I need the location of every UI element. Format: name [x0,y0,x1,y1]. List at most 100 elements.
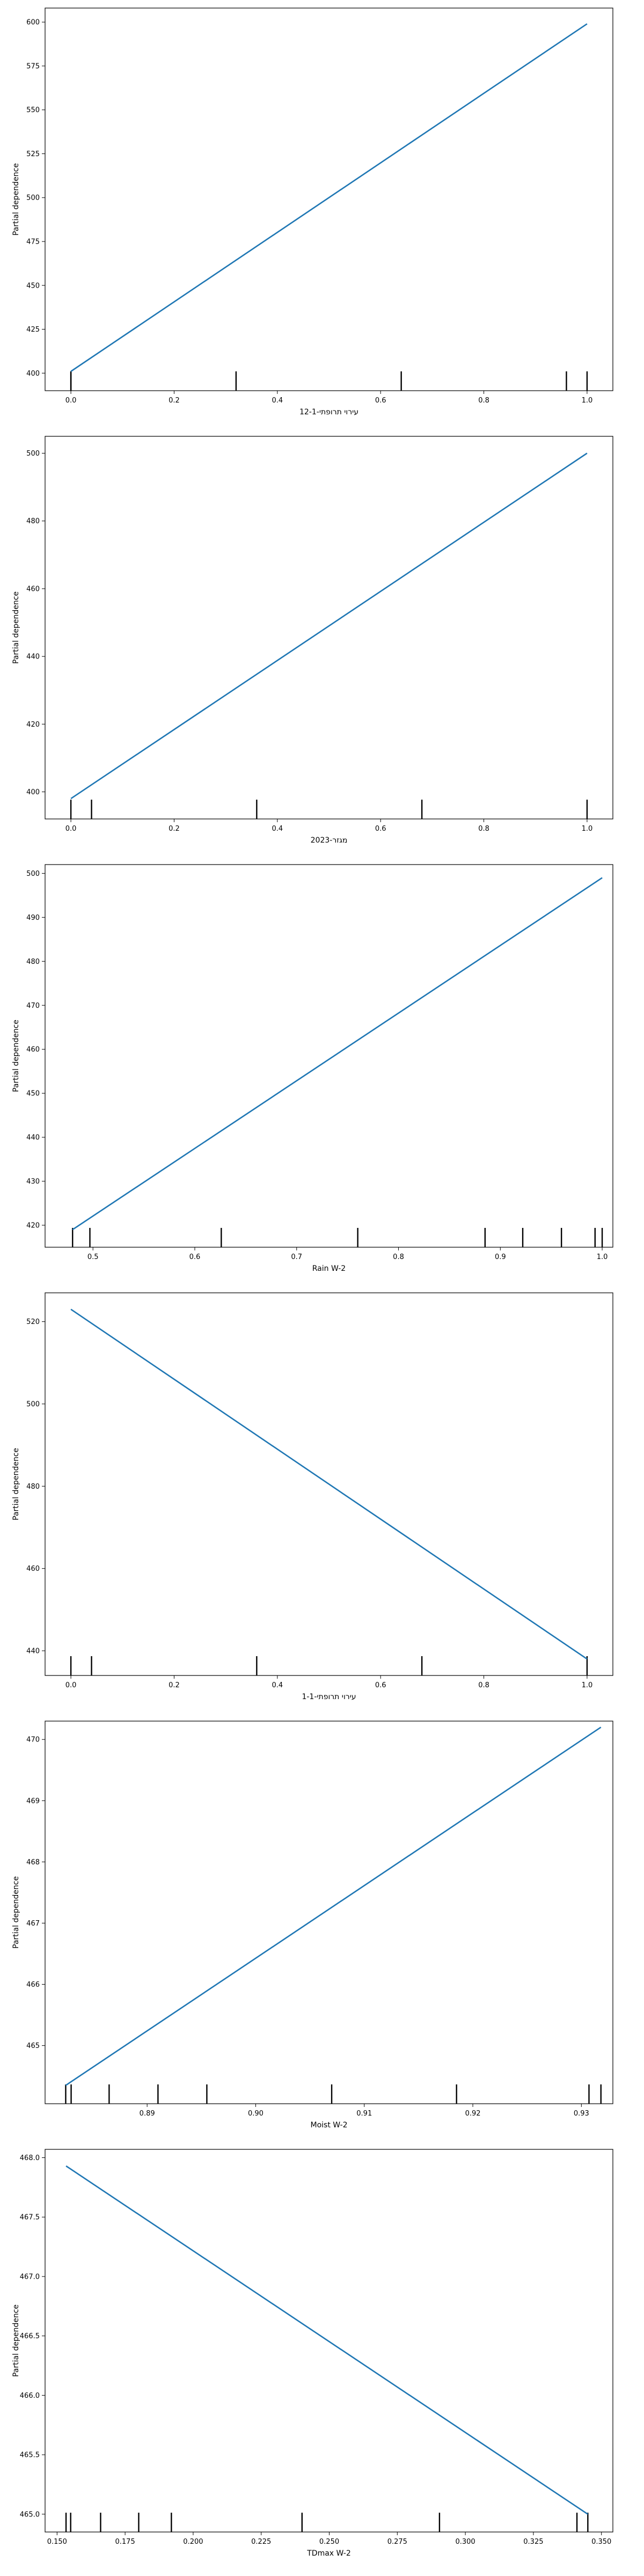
y-tick-label: 425 [26,326,40,334]
y-tick-label: 480 [26,517,40,525]
x-tick-label: 0.250 [319,2538,339,2546]
partial-dependence-line [65,2165,589,2515]
y-tick-label: 480 [26,958,40,966]
x-tick-label: 0.2 [169,397,180,405]
pd-panel-3: 0.5 0.6 0.7 0.8 0.9 1.0 420 430 440 450 460 470 480 4… [12,864,613,1273]
x-tick-label: 0.225 [251,2538,271,2546]
x-tick-label: 0.89 [140,2110,155,2118]
x-tick-label: 0.275 [387,2538,407,2546]
x-axis-label: Rain W-2 [312,1264,346,1273]
pd-panel-5: 0.89 0.90 0.91 0.92 0.93 465 466 467 468 469 470 Mo… [12,1721,613,2129]
x-tick-label: 0.6 [375,1681,386,1689]
y-axis-label: Partial dependence [12,163,20,236]
pd-panel-1: 0.0 0.2 0.4 0.6 0.8 1.0 400 425 450 475 500 525 550 5… [12,8,613,416]
x-tick-label: 0.6 [189,1253,201,1261]
x-tick-label: 0.0 [65,825,77,833]
x-tick-label: 0.90 [248,2110,264,2118]
x-tick-label: 0.300 [455,2538,475,2546]
x-tick-label: 0.5 [87,1253,99,1261]
x-tick-label: 1.0 [582,825,593,833]
y-tick-label: 466 [26,1981,40,1989]
x-tick-label: 1.0 [582,397,593,405]
plot-frame [45,864,613,1248]
x-tick-label: 0.175 [115,2538,135,2546]
partial-dependence-line [70,1308,588,1660]
y-tick-label: 469 [26,1797,40,1805]
y-tick-label: 500 [26,1401,40,1409]
y-tick-label: 467.0 [20,2273,40,2281]
x-tick-label: 0.0 [65,397,77,405]
y-tick-label: 480 [26,1483,40,1491]
y-tick-label: 467.5 [20,2214,40,2222]
x-axis-label: Moist W-2 [310,2121,347,2129]
y-tick-label: 467 [26,1920,40,1928]
pd-panel-4: 0.0 0.2 0.4 0.6 0.8 1.0 440 460 480 500 520 עירוי ת… [12,1292,613,1701]
y-tick-label: 475 [26,238,40,246]
x-tick-label: 0.4 [272,825,283,833]
x-tick-label: 0.7 [291,1253,302,1261]
y-tick-label: 465 [26,2042,40,2050]
x-tick-label: 0.6 [375,825,386,833]
x-axis-label: עירוי תרופתי-1-1 [302,1693,356,1701]
y-tick-label: 400 [26,370,40,378]
y-axis-label: Partial dependence [12,591,20,664]
y-tick-label: 490 [26,914,40,922]
plot-frame [45,8,613,391]
x-tick-label: 0.200 [183,2538,203,2546]
y-tick-label: 468 [26,1858,40,1867]
x-tick-label: 0.8 [478,825,489,833]
partial-dependence-line [70,452,588,800]
x-tick-label: 1.0 [582,1681,593,1689]
y-tick-label: 470 [26,1002,40,1010]
pd-panel-6: 0.150 0.175 0.200 0.225 0.250 0.275 0.300 0.325… [12,2149,613,2558]
y-tick-label: 500 [26,450,40,458]
x-tick-label: 0.2 [169,825,180,833]
y-tick-label: 500 [26,194,40,202]
x-axis-label: עירוי תרופתי-12-1 [299,408,358,416]
y-axis-label: Partial dependence [12,1448,20,1520]
y-tick-label: 575 [26,62,40,70]
plot-frame [45,1292,613,1676]
x-tick-label: 0.325 [523,2538,543,2546]
plot-frame [45,1721,613,2104]
x-tick-label: 0.150 [47,2538,67,2546]
x-tick-label: 1.0 [597,1253,608,1261]
y-tick-label: 465.5 [20,2451,40,2460]
y-axis-label: Partial dependence [12,1020,20,1092]
x-tick-label: 0.6 [375,397,386,405]
x-axis-label: מגזר-2023 [311,836,348,845]
y-tick-label: 400 [26,788,40,796]
x-tick-label: 0.8 [478,397,489,405]
y-tick-label: 550 [26,106,40,114]
y-tick-label: 600 [26,19,40,27]
x-tick-label: 0.4 [272,1681,283,1689]
y-tick-label: 450 [26,1090,40,1098]
x-tick-label: 0.8 [478,1681,489,1689]
y-tick-label: 460 [26,1046,40,1054]
y-tick-label: 525 [26,150,40,158]
y-tick-label: 450 [26,282,40,290]
y-tick-label: 460 [26,1565,40,1573]
y-tick-label: 468.0 [20,2154,40,2162]
pd-panel-2: 0.0 0.2 0.4 0.6 0.8 1.0 400 420 440 460 480 500 מגזר… [12,436,613,845]
x-tick-label: 0.8 [393,1253,404,1261]
y-tick-label: 420 [26,721,40,729]
y-tick-label: 466.0 [20,2392,40,2400]
y-tick-label: 440 [26,1134,40,1142]
partial-dependence-line [70,23,588,372]
partial-dependence-line [65,1726,602,2086]
y-tick-label: 440 [26,653,40,661]
y-axis-label: Partial dependence [12,1876,20,1949]
y-tick-label: 440 [26,1648,40,1656]
y-tick-label: 470 [26,1736,40,1744]
x-tick-label: 0.93 [574,2110,589,2118]
x-tick-label: 0.9 [495,1253,506,1261]
plot-frame [45,2149,613,2533]
x-tick-label: 0.350 [591,2538,611,2546]
y-tick-label: 460 [26,585,40,593]
y-axis-label: Partial dependence [12,2304,20,2377]
x-axis-label: TDmax W-2 [306,2549,351,2558]
partial-dependence-line [72,877,603,1231]
y-tick-label: 465.0 [20,2511,40,2519]
